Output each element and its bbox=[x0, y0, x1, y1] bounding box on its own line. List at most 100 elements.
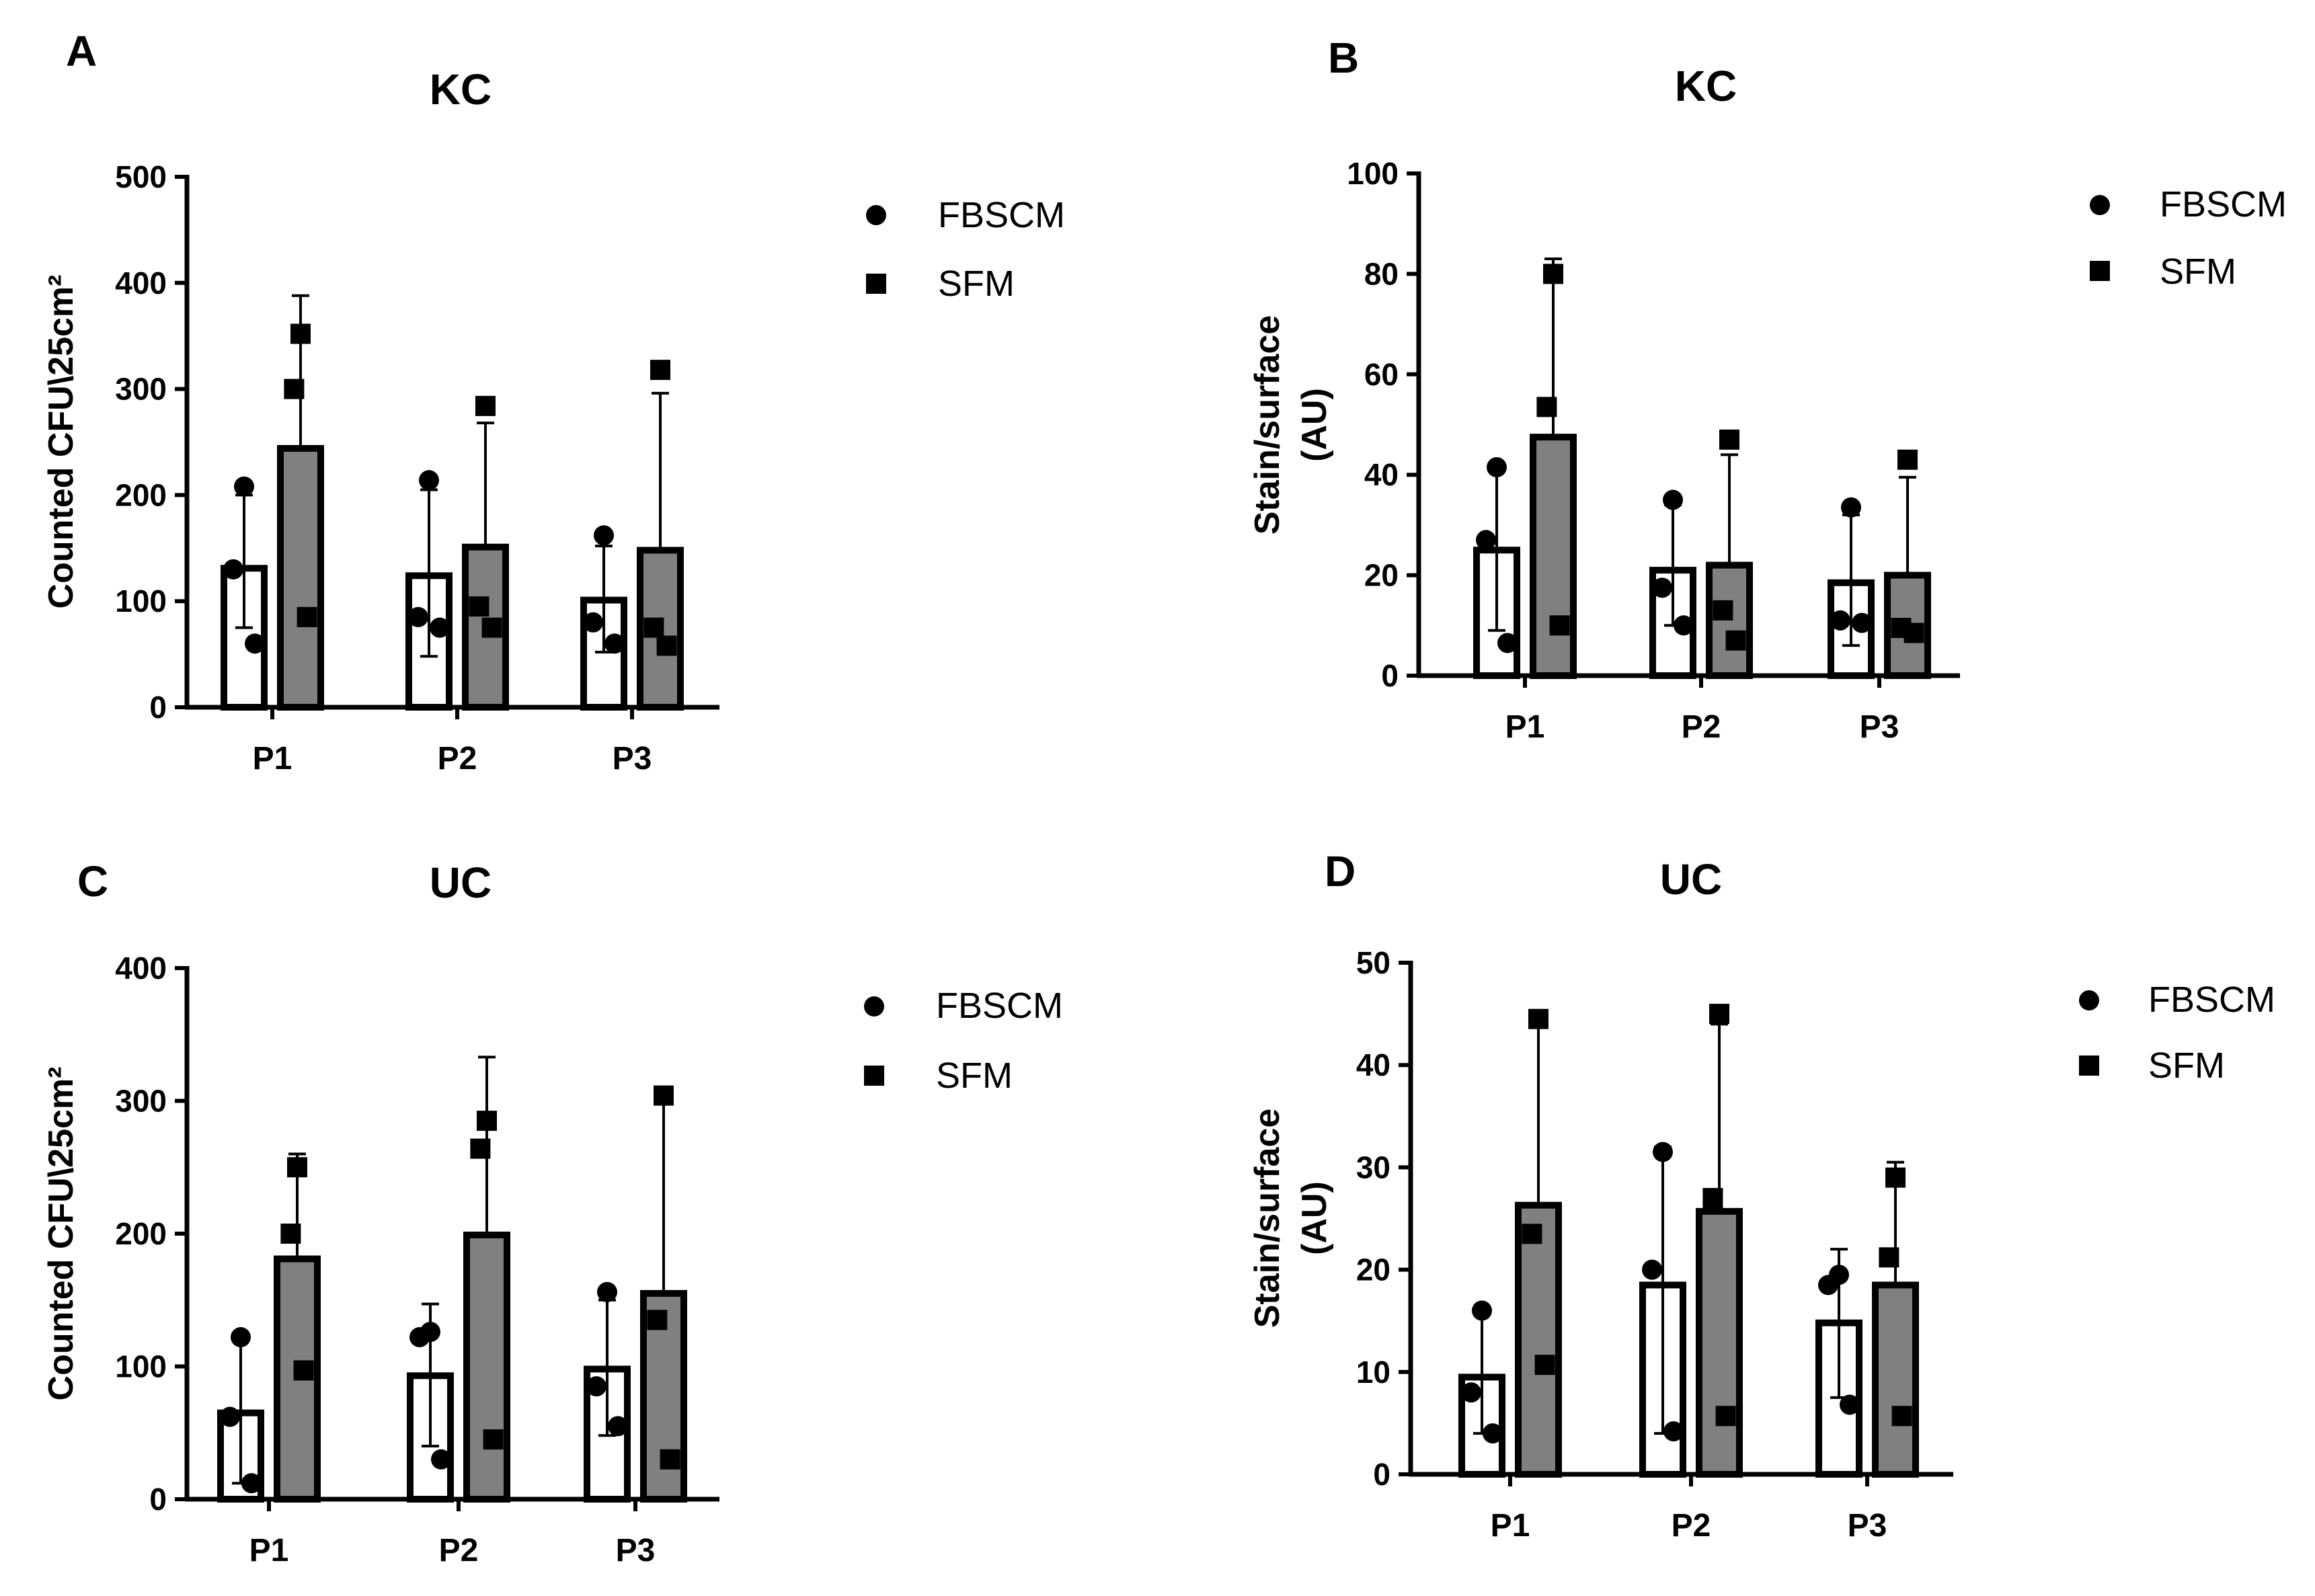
point-fbscm-p1 bbox=[245, 633, 265, 654]
panel-c-title: UC bbox=[430, 859, 492, 907]
panel-a-title: KC bbox=[430, 65, 492, 114]
legend-sfm-marker bbox=[864, 1066, 884, 1086]
y-axis-label: Counted CFU\25cm² bbox=[42, 275, 81, 609]
y-tick-label: 100 bbox=[115, 584, 167, 619]
panel-b: B KC 0 20 40 60 80 100 P1 P2 P3 Stain/surface (AU)… bbox=[1248, 34, 2287, 745]
point-fbscm-p2 bbox=[1663, 489, 1683, 510]
bar-sfm-p2 bbox=[463, 1231, 510, 1503]
point-fbscm-p3 bbox=[1830, 610, 1850, 631]
point-fbscm-p1 bbox=[1461, 1382, 1481, 1403]
y-tick-label: 400 bbox=[115, 951, 167, 986]
legend-fbscm-marker bbox=[2079, 990, 2099, 1010]
point-sfm-p2 bbox=[1725, 630, 1746, 651]
x-tick-label-p3: P3 bbox=[1848, 1508, 1887, 1544]
y-tick-label: 300 bbox=[115, 1084, 167, 1119]
point-sfm-p2 bbox=[470, 1138, 491, 1159]
point-sfm-p2 bbox=[483, 1429, 504, 1450]
legend-sfm-marker bbox=[2090, 261, 2110, 281]
legend-fbscm-label: FBSCM bbox=[2148, 980, 2275, 1020]
panel-label-b: B bbox=[1328, 34, 1359, 82]
panel-b-title: KC bbox=[1675, 62, 1737, 110]
point-sfm-p3 bbox=[647, 1310, 668, 1330]
y-axis-label-line: Stain/surface bbox=[1248, 1109, 1287, 1328]
point-fbscm-p2 bbox=[419, 470, 439, 491]
x-tick-label-p3: P3 bbox=[616, 1533, 656, 1568]
point-sfm-p2 bbox=[475, 395, 496, 416]
y-tick-label: 200 bbox=[115, 1216, 167, 1251]
legend-fbscm-marker bbox=[866, 205, 886, 225]
x-tick-label-p3: P3 bbox=[1860, 709, 1899, 745]
point-fbscm-p1 bbox=[1487, 456, 1507, 477]
y-axis-label-line: (AU) bbox=[1295, 1181, 1334, 1255]
y-tick-label: 500 bbox=[115, 159, 167, 194]
bar-sfm-p1 bbox=[1530, 434, 1577, 679]
point-sfm-p3 bbox=[1897, 449, 1918, 470]
x-tick-label-p1: P1 bbox=[249, 1533, 289, 1568]
x-tick-label-p2: P2 bbox=[1672, 1508, 1711, 1544]
y-tick-label: 0 bbox=[149, 690, 167, 725]
point-sfm-p1 bbox=[1522, 1224, 1542, 1244]
point-fbscm-p2 bbox=[430, 617, 450, 638]
y-tick-label: 30 bbox=[1356, 1150, 1390, 1185]
point-fbscm-p3 bbox=[1840, 1394, 1860, 1415]
point-fbscm-p1 bbox=[1483, 1423, 1503, 1444]
legend-fbscm-marker bbox=[864, 996, 884, 1016]
point-sfm-p1 bbox=[290, 323, 311, 344]
point-fbscm-p2 bbox=[431, 1449, 451, 1470]
point-fbscm-p1 bbox=[1476, 530, 1496, 551]
y-axis-label-line: Stain/surface bbox=[1248, 315, 1287, 535]
point-fbscm-p3 bbox=[1818, 1275, 1838, 1295]
point-sfm-p2 bbox=[1715, 1406, 1736, 1427]
panel-b-legend: FBSCM SFM bbox=[2090, 184, 2287, 292]
x-tick-label-p1: P1 bbox=[253, 741, 292, 776]
panel-c: C UC 0 100 200 300 400 P1 P2 P3 Counted CFU\25cm… bbox=[42, 857, 1063, 1568]
bar-sfm-p1 bbox=[277, 444, 324, 711]
point-fbscm-p3 bbox=[586, 1376, 606, 1397]
point-fbscm-p1 bbox=[223, 559, 243, 580]
x-tick-label-p3: P3 bbox=[613, 741, 652, 776]
point-sfm-p1 bbox=[1543, 264, 1563, 284]
point-sfm-p3 bbox=[643, 617, 664, 638]
point-fbscm-p3 bbox=[608, 1416, 628, 1437]
panel-d-legend: FBSCM SFM bbox=[2079, 980, 2275, 1086]
point-fbscm-p1 bbox=[234, 476, 254, 497]
y-tick-label: 40 bbox=[1356, 1047, 1390, 1082]
legend-fbscm-label: FBSCM bbox=[936, 986, 1063, 1026]
point-sfm-p2 bbox=[1713, 600, 1733, 621]
point-sfm-p1 bbox=[293, 1360, 314, 1381]
point-sfm-p1 bbox=[1536, 397, 1557, 417]
y-axis-label-line: Counted CFU\25cm² bbox=[42, 1067, 81, 1401]
point-sfm-p3 bbox=[654, 1085, 674, 1106]
point-sfm-p1 bbox=[297, 606, 317, 627]
point-sfm-p3 bbox=[1885, 1167, 1906, 1188]
y-axis-label-line: Counted CFU\25cm² bbox=[42, 275, 81, 609]
point-fbscm-p3 bbox=[1841, 497, 1861, 518]
panel-label-d: D bbox=[1325, 847, 1356, 895]
point-sfm-p1 bbox=[280, 1224, 301, 1244]
y-axis-label: Stain/surface (AU) bbox=[1248, 315, 1334, 535]
y-tick-label: 0 bbox=[1373, 1457, 1390, 1492]
point-fbscm-p3 bbox=[1852, 612, 1872, 633]
y-tick-label: 400 bbox=[115, 266, 167, 301]
panel-c-plot: 0 100 200 300 400 P1 P2 P3 Counted CFU\25cm² bbox=[42, 951, 719, 1568]
point-fbscm-p3 bbox=[583, 612, 603, 633]
point-fbscm-p1 bbox=[231, 1327, 251, 1348]
point-sfm-p3 bbox=[660, 1449, 680, 1470]
y-tick-label: 300 bbox=[115, 372, 167, 407]
y-tick-label: 20 bbox=[1356, 1252, 1390, 1287]
point-sfm-p2 bbox=[1709, 1004, 1729, 1025]
y-tick-label: 40 bbox=[1364, 457, 1399, 492]
point-sfm-p2 bbox=[477, 1111, 497, 1131]
y-tick-label: 80 bbox=[1364, 256, 1399, 291]
panel-a: A KC 0 100 200 300 400 500 P1 P2 P3 Counted CFU\2… bbox=[42, 27, 1065, 776]
y-tick-label: 60 bbox=[1364, 357, 1399, 392]
point-fbscm-p3 bbox=[594, 525, 614, 546]
point-sfm-p3 bbox=[1879, 1247, 1899, 1268]
y-tick-label: 100 bbox=[1347, 156, 1399, 191]
point-sfm-p1 bbox=[1549, 615, 1570, 636]
y-axis-label: Counted CFU\25cm² bbox=[42, 1067, 81, 1401]
point-fbscm-p3 bbox=[604, 633, 625, 654]
point-fbscm-p1 bbox=[220, 1406, 240, 1427]
point-sfm-p2 bbox=[469, 596, 489, 617]
